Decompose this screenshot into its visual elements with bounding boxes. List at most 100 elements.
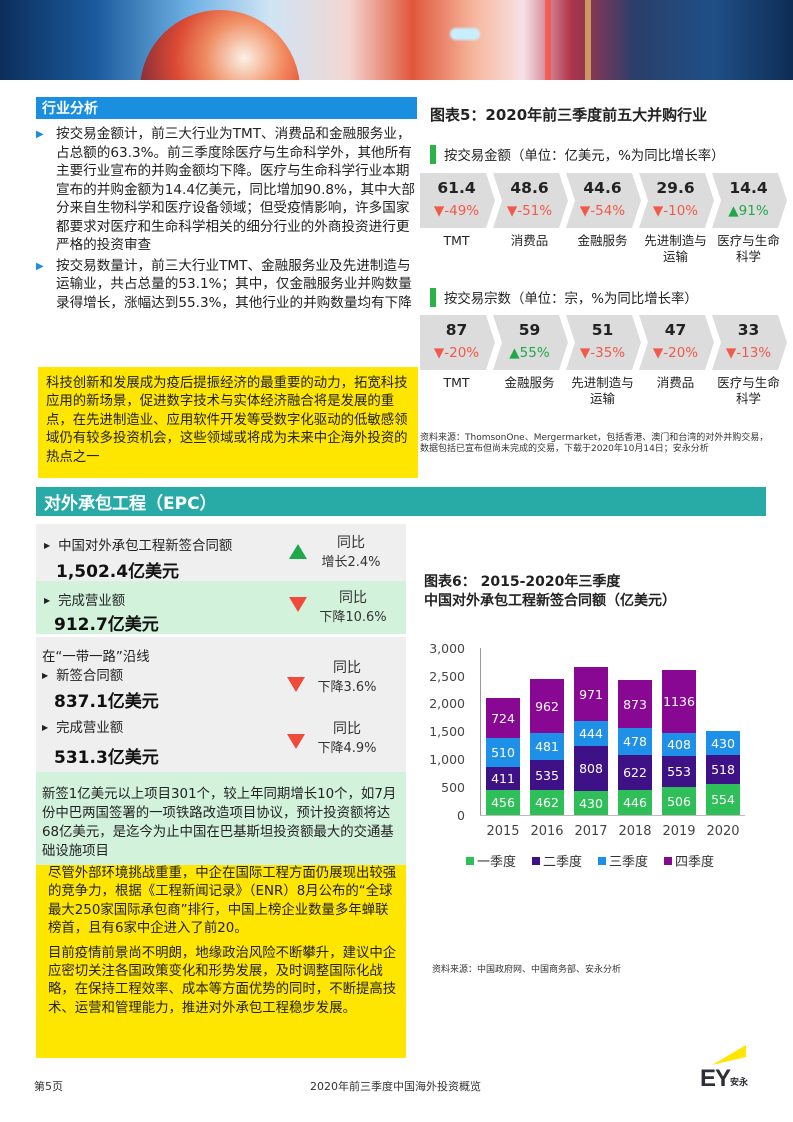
chevron-item: 87 ▼-20% xyxy=(420,315,495,370)
bar-segment: 430 xyxy=(574,791,608,815)
chevron-item: 61.4 ▼-49% xyxy=(420,173,495,228)
metric-value: 531.3亿美元 xyxy=(54,748,159,768)
legend-item: 二季度 xyxy=(532,851,582,870)
chevron-item: 47 ▼-20% xyxy=(639,315,714,370)
down-arrow-icon xyxy=(287,734,305,749)
yoy-change: 同比 下降4.9% xyxy=(317,721,377,756)
green-marker-icon xyxy=(430,287,436,307)
legend-item: 三季度 xyxy=(598,851,648,870)
bar-segment: 430 xyxy=(706,731,740,755)
industry-analysis-header: 行业分析 xyxy=(36,97,417,119)
chevron-item: 29.6 ▼-10% xyxy=(639,173,714,228)
footer-title: 2020年前三季度中国海外投资概览 xyxy=(310,1080,481,1093)
triangle-bullet-icon: ▶ xyxy=(36,260,44,272)
bar-segment: 456 xyxy=(486,790,520,815)
bar-segment: 478 xyxy=(618,728,652,755)
chevron-item: 33 ▼-13% xyxy=(712,315,787,370)
bar-segment: 553 xyxy=(662,756,696,787)
bar-segment: 808 xyxy=(574,746,608,791)
industry-highlight-box: 科技创新和发展成为疫后提振经济的最重要的动力，拓宽科技应用的新场景，促进数字技术… xyxy=(38,367,418,478)
decorative-streak xyxy=(585,0,591,80)
ey-logo: EY 安永 xyxy=(700,1045,750,1095)
y-tick: 1,500 xyxy=(429,724,465,739)
chevron-item: 59 ▲55% xyxy=(493,315,568,370)
chevron-item: 51 ▼-35% xyxy=(566,315,641,370)
bar-segment: 462 xyxy=(530,790,564,815)
by-count-labels: TMT 金融服务 先进制造与运输 消费品 医疗与生命科学 xyxy=(420,375,793,407)
industry-label: 金融服务 xyxy=(577,233,628,248)
x-tick: 2019 xyxy=(662,824,696,839)
green-note-box xyxy=(36,772,406,865)
legend-swatch-icon xyxy=(598,856,607,865)
industry-label: 医疗与生命科学 xyxy=(717,233,780,264)
y-tick: 3,000 xyxy=(429,641,465,656)
metric-value: 1,502.4亿美元 xyxy=(56,562,180,582)
industry-label: TMT xyxy=(443,233,470,248)
industry-label: TMT xyxy=(443,375,470,390)
triangle-bullet-icon: ▶ xyxy=(42,671,49,680)
figure5-title: 图表5：2020年前三季度前五大并购行业 xyxy=(430,106,708,124)
down-arrow-icon xyxy=(287,677,305,692)
bar-segment: 510 xyxy=(486,738,520,767)
bullet-item: ▶ 按交易数量计，前三大行业TMT、金融服务业及先进制造与运输业，共占总量的53… xyxy=(36,257,412,311)
legend-swatch-icon xyxy=(664,856,673,865)
yoy-change: 同比 下降10.6% xyxy=(319,590,387,625)
bar-segment: 506 xyxy=(662,787,696,815)
by-count-subtitle: 按交易宗数（单位：宗，%为同比增长率） xyxy=(430,287,698,307)
industry-analysis-bullets: ▶ 按交易金额计，前三大行业为TMT、消费品和金融服务业，占总额的63.3%。前… xyxy=(36,125,420,314)
by-count-chevrons: 87 ▼-20% 59 ▲55% 51 ▼-35% 47 ▼-20% 33 ▼-13% xyxy=(420,315,793,370)
bar-segment: 554 xyxy=(706,784,740,815)
figure5-source: 资料来源：ThomsonOne、Mergermarket，包括香港、澳门和台湾的… xyxy=(420,433,769,454)
industry-label: 消费品 xyxy=(510,233,549,248)
chevron-item: 14.4 ▲91% xyxy=(712,173,787,228)
bar-segment: 408 xyxy=(662,733,696,756)
chevron-item: 44.6 ▼-54% xyxy=(566,173,641,228)
belt-road-heading: 在“一带一路”沿线 xyxy=(42,650,150,665)
x-tick: 2017 xyxy=(574,824,608,839)
x-axis xyxy=(480,815,745,816)
bar-segment: 724 xyxy=(486,698,520,738)
bar-segment: 411 xyxy=(486,767,520,790)
y-tick: 500 xyxy=(441,780,465,795)
x-tick: 2016 xyxy=(530,824,564,839)
legend-swatch-icon xyxy=(532,856,541,865)
bar-segment: 444 xyxy=(574,721,608,746)
y-tick: 2,000 xyxy=(429,696,465,711)
y-tick: 1,000 xyxy=(429,752,465,767)
down-arrow-icon xyxy=(289,597,307,612)
y-tick: 2,500 xyxy=(429,669,465,684)
bar-segment: 446 xyxy=(618,790,652,815)
bar-segment: 971 xyxy=(574,667,608,721)
industry-label: 先进制造与运输 xyxy=(644,233,707,264)
bar-segment: 622 xyxy=(618,755,652,790)
globe-graphic xyxy=(140,10,300,80)
legend-item: 一季度 xyxy=(466,851,516,870)
yoy-change: 同比 增长2.4% xyxy=(321,535,381,570)
metric-value: 837.1亿美元 xyxy=(54,692,159,712)
green-note-text: 新签1亿美元以上项目301个，较上年同期增长10个，如7月份中巴两国签署的一项铁… xyxy=(42,787,397,859)
x-tick: 2020 xyxy=(706,824,740,839)
bar-segment: 518 xyxy=(706,755,740,784)
bar-segment: 481 xyxy=(530,733,564,760)
green-marker-icon xyxy=(430,144,436,164)
epc-header: 对外承包工程（EPC） xyxy=(36,487,766,516)
legend-item: 四季度 xyxy=(664,851,714,870)
belt-road-card: 在“一带一路”沿线 ▶ 新签合同额 837.1亿美元 同比 下降3.6% ▶ 完成营业… xyxy=(36,637,406,772)
epc-highlight-box: 尽管外部环境挑战重重，中企在国际工程方面仍展现出较强的竞争力，根据《工程新闻记录… xyxy=(36,865,406,1058)
x-tick: 2018 xyxy=(618,824,652,839)
up-arrow-icon xyxy=(289,544,307,559)
triangle-bullet-icon: ▶ xyxy=(44,596,51,605)
triangle-bullet-icon: ▶ xyxy=(36,129,44,140)
figure6-source: 资料来源：中国政府网、中国商务部、安永分析 xyxy=(432,965,622,975)
chart-legend: 一季度 二季度 三季度 四季度 xyxy=(466,851,730,870)
ey-beam-icon xyxy=(712,1045,746,1065)
bar-segment: 1136 xyxy=(662,670,696,733)
by-value-chevrons: 61.4 ▼-49% 48.6 ▼-51% 44.6 ▼-54% 29.6 ▼-10% … xyxy=(420,173,793,228)
by-value-labels: TMT 消费品 金融服务 先进制造与运输 医疗与生命科学 xyxy=(420,233,793,265)
stacked-bar-chart: 0 500 1,000 1,500 2,000 2,500 3,000 456 … xyxy=(420,640,793,880)
by-value-subtitle: 按交易金额（单位：亿美元，%为同比增长率） xyxy=(430,144,725,164)
header-banner-image xyxy=(0,0,793,80)
industry-label: 金融服务 xyxy=(504,375,555,390)
y-tick: 0 xyxy=(457,808,465,823)
metric-card-new-contracts: ▶ 中国对外承包工程新签合同额 1,502.4亿美元 同比 增长2.4% xyxy=(36,524,406,582)
